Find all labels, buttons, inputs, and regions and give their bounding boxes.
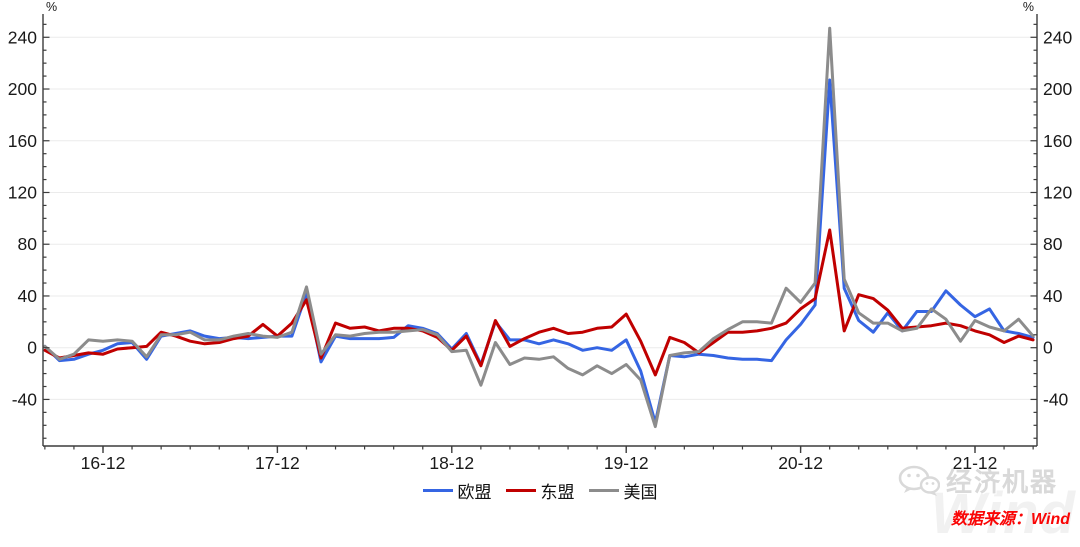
- x-axis-tick-label: 17-12: [255, 453, 300, 473]
- y-axis-tick-label-left: 200: [8, 79, 37, 99]
- y-axis-tick-label-right: 120: [1043, 182, 1072, 202]
- x-axis-tick-label: 18-12: [429, 453, 474, 473]
- chart-legend: 欧盟 东盟 美国: [43, 478, 1037, 502]
- y-axis-tick-label-left: 240: [8, 27, 37, 47]
- series-line-0: [43, 78, 1035, 425]
- chart-svg: -40 -40 0 0 40 40 80 80 120 120 160 160 200 200 240 240…: [8, 0, 1073, 473]
- legend-label-eu: 欧盟: [457, 482, 492, 502]
- legend-label-asean: 东盟: [540, 482, 575, 502]
- x-axis-tick-label: 19-12: [604, 453, 649, 473]
- y-axis-tick-label-right: 80: [1043, 234, 1063, 254]
- legend-item-us: 美国: [588, 478, 658, 503]
- y-axis-tick-label-left: 40: [18, 286, 38, 306]
- series-line-1: [43, 228, 1035, 377]
- legend-swatch-us: [588, 488, 619, 492]
- series-line-2: [43, 26, 1035, 429]
- percent-label-left: %: [46, 0, 57, 14]
- y-axis-tick-label-right: 240: [1043, 27, 1072, 47]
- y-axis-tick-label-right: 160: [1043, 131, 1072, 151]
- y-axis-tick-label-left: 80: [18, 234, 38, 254]
- y-axis-tick-label-left: 160: [8, 131, 37, 151]
- x-axis-tick-label: 16-12: [81, 453, 126, 473]
- y-axis-tick-label-left: -40: [12, 389, 38, 409]
- y-axis-tick-label-right: -40: [1043, 389, 1069, 409]
- y-axis-tick-label-right: 200: [1043, 79, 1072, 99]
- legend-item-asean: 东盟: [505, 478, 575, 503]
- x-axis-tick-label: 20-12: [778, 453, 823, 473]
- percent-label-right: %: [1023, 0, 1034, 14]
- legend-swatch-asean: [505, 488, 536, 492]
- y-axis-tick-label-left: 120: [8, 182, 37, 202]
- legend-label-us: 美国: [623, 482, 658, 502]
- legend-item-eu: 欧盟: [422, 478, 492, 503]
- legend-swatch-eu: [422, 488, 453, 492]
- y-axis-tick-label-right: 40: [1043, 286, 1063, 306]
- x-axis-tick-label: 21-12: [953, 453, 998, 473]
- y-axis-tick-label-right: 0: [1043, 338, 1053, 358]
- y-axis-tick-label-left: 0: [27, 338, 37, 358]
- chart-root: -40 -40 0 0 40 40 80 80 120 120 160 160 200 200 240 240…: [8, 0, 1075, 546]
